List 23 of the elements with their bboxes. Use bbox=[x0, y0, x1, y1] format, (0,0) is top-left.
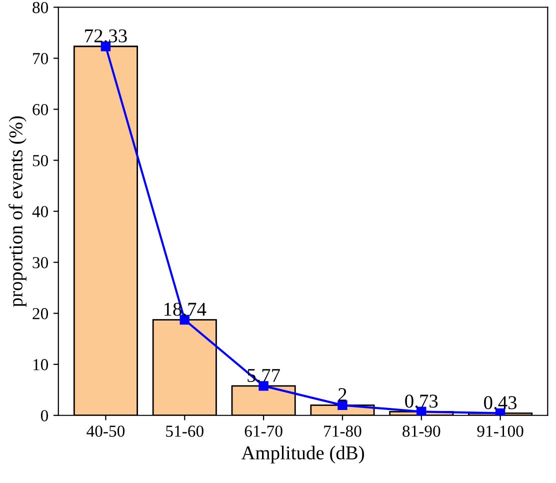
y-tick-label: 20 bbox=[32, 308, 48, 320]
point bbox=[338, 400, 348, 410]
y-tick-label: 40 bbox=[32, 206, 48, 218]
x-tick-label: 71-80 bbox=[324, 426, 362, 437]
x-axis-title: Amplitude (dB) bbox=[241, 446, 364, 464]
data-label: 72.33 bbox=[85, 29, 127, 43]
x-tick-label: 61-70 bbox=[244, 426, 282, 437]
y-tick-label: 60 bbox=[32, 104, 48, 116]
y-tick-label: 80 bbox=[32, 2, 48, 14]
data-label: 2 bbox=[338, 388, 346, 402]
y-axis-title: proportion of events (%) bbox=[8, 116, 26, 307]
data-label: 0.43 bbox=[484, 396, 517, 410]
x-tick-label: 81-90 bbox=[402, 426, 440, 437]
y-tick-label: 0 bbox=[40, 410, 48, 422]
point bbox=[100, 42, 111, 52]
x-tick-label: 51-60 bbox=[166, 426, 204, 437]
y-tick-label: 50 bbox=[32, 154, 48, 166]
data-label: 0.73 bbox=[405, 394, 438, 408]
y-tick-label: 10 bbox=[33, 359, 48, 370]
x-tick-label: 40-50 bbox=[86, 426, 125, 437]
y-tick-label: 70 bbox=[33, 52, 48, 64]
y-tick-label: 30 bbox=[32, 257, 48, 268]
x-tick-label: 91-100 bbox=[477, 426, 524, 437]
